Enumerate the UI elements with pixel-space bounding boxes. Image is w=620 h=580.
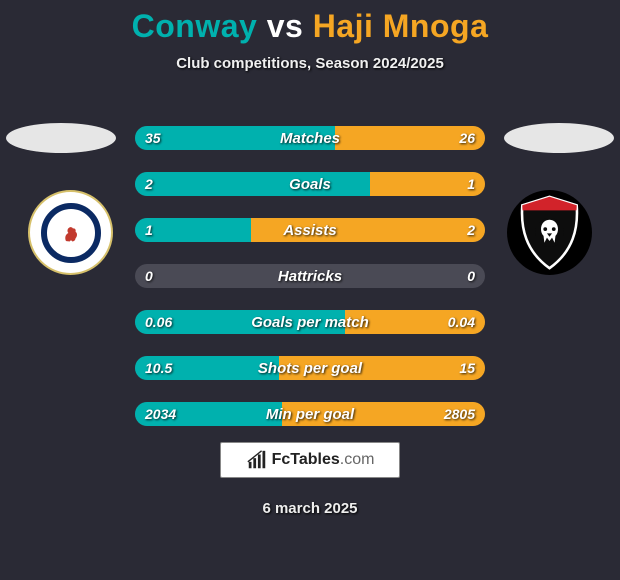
stat-value-right: 2805 (444, 406, 475, 422)
stat-value-right: 0.04 (448, 314, 475, 330)
brand-name: FcTables (272, 451, 340, 468)
stat-label: Goals (135, 176, 485, 193)
left-club-badge (28, 190, 113, 275)
lion-rampant-icon (58, 220, 84, 246)
footer-date: 6 march 2025 (0, 500, 620, 517)
stat-row: 2Goals1 (135, 172, 485, 196)
stat-row: 1Assists2 (135, 218, 485, 242)
brand-badge[interactable]: FcTables.com (220, 442, 400, 478)
title-vs: vs (257, 8, 312, 44)
stat-row: 2034Min per goal2805 (135, 402, 485, 426)
brand-text: FcTables.com (272, 451, 375, 469)
stat-value-right: 26 (459, 130, 475, 146)
stat-value-right: 1 (467, 176, 475, 192)
right-ellipse (504, 123, 614, 153)
subtitle: Club competitions, Season 2024/2025 (0, 55, 620, 72)
stat-label: Shots per goal (135, 360, 485, 377)
stat-value-right: 2 (467, 222, 475, 238)
stat-value-right: 15 (459, 360, 475, 376)
stat-label: Goals per match (135, 314, 485, 331)
shield-lion-icon (507, 190, 592, 275)
stat-label: Matches (135, 130, 485, 147)
stat-row: 0Hattricks0 (135, 264, 485, 288)
stat-row: 10.5Shots per goal15 (135, 356, 485, 380)
title-player-left: Conway (132, 8, 258, 44)
stat-label: Min per goal (135, 406, 485, 423)
stat-value-right: 0 (467, 268, 475, 284)
bar-chart-icon (246, 449, 268, 471)
title-player-right: Haji Mnoga (313, 8, 489, 44)
right-club-badge (507, 190, 592, 275)
stat-label: Hattricks (135, 268, 485, 285)
stat-row: 35Matches26 (135, 126, 485, 150)
brand-domain: .com (340, 451, 375, 468)
left-ellipse (6, 123, 116, 153)
stat-row: 0.06Goals per match0.04 (135, 310, 485, 334)
left-club-badge-ring (41, 203, 101, 263)
stats-container: 35Matches262Goals11Assists20Hattricks00.… (135, 126, 485, 448)
stat-label: Assists (135, 222, 485, 239)
page-title: Conway vs Haji Mnoga (0, 0, 620, 45)
